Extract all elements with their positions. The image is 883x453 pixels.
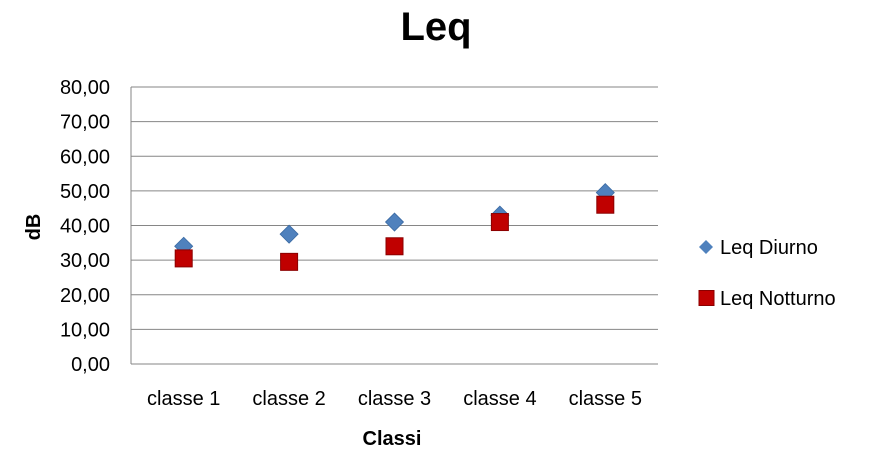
- y-tick-labels: 0,00 10,00 20,00 30,00 40,00 50,00 60,00 70,00 8…: [60, 77, 110, 376]
- y-tick-label: 80,00: [60, 77, 110, 99]
- legend-item: Leq Diurno: [699, 237, 818, 259]
- y-tick-label: 20,00: [60, 285, 110, 307]
- diurno-point: [279, 224, 299, 244]
- notturno-point: [174, 249, 193, 268]
- y-tick-label: 30,00: [60, 250, 110, 272]
- x-tick-label: classe 4: [463, 388, 536, 410]
- legend-label: Leq Notturno: [720, 288, 836, 310]
- legend-item: Leq Notturno: [698, 288, 836, 310]
- y-axis-title: dB: [23, 214, 45, 241]
- notturno-point: [280, 252, 299, 271]
- y-tick-label: 0,00: [71, 354, 110, 376]
- chart-title: Leq: [400, 5, 471, 49]
- legend: Leq Diurno Leq Notturno: [698, 237, 836, 310]
- x-tick-label: classe 1: [147, 388, 220, 410]
- y-tick-label: 60,00: [60, 146, 110, 168]
- y-tick-label: 40,00: [60, 216, 110, 238]
- diurno-point: [384, 212, 405, 232]
- notturno-point: [385, 237, 404, 256]
- series-2: [174, 195, 615, 271]
- x-axis-title: Classi: [363, 428, 422, 450]
- x-tick-label: classe 2: [252, 388, 325, 410]
- data-points: [174, 183, 615, 271]
- x-tick-labels: classe 1 classe 2 classe 3 classe 4 classe 5: [147, 388, 642, 410]
- y-tick-label: 70,00: [60, 112, 110, 134]
- x-tick-label: classe 3: [358, 388, 431, 410]
- legend-label: Leq Diurno: [720, 237, 818, 259]
- x-tick-label: classe 5: [569, 388, 642, 410]
- y-tick-label: 10,00: [60, 319, 110, 341]
- legend-square-icon: [698, 290, 715, 306]
- y-tick-label: 50,00: [60, 181, 110, 203]
- legend-diamond-icon: [699, 240, 713, 254]
- notturno-point: [596, 195, 615, 214]
- notturno-point: [490, 213, 509, 232]
